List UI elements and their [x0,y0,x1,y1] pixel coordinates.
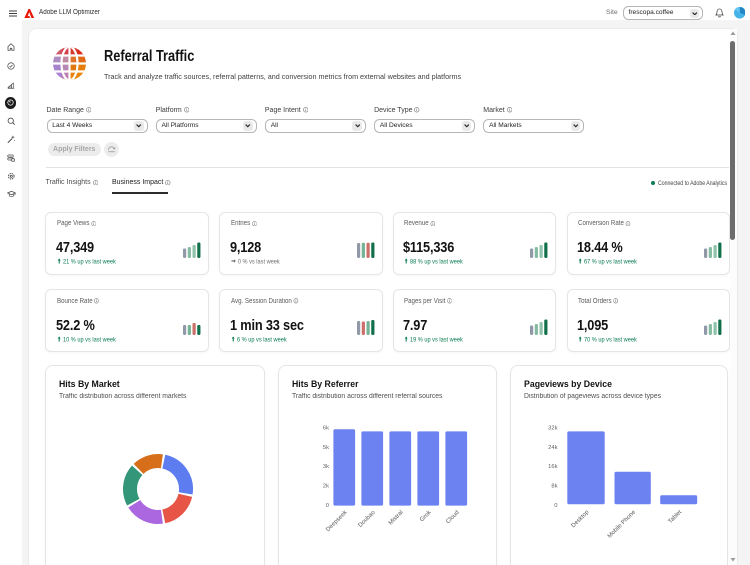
svg-text:6k: 6k [323,425,329,431]
svg-text:Tablet: Tablet [667,509,683,525]
svg-text:Grok: Grok [419,509,433,523]
svg-text:16k: 16k [548,464,557,470]
svg-text:Doubao: Doubao [357,509,377,529]
svg-text:24k: 24k [548,445,557,451]
svg-text:Cloud: Cloud [445,510,460,525]
svg-text:Deepseek: Deepseek [325,509,349,533]
svg-text:8k: 8k [551,484,557,490]
svg-text:Mistral: Mistral [388,510,405,527]
svg-text:0: 0 [326,503,329,509]
svg-text:0: 0 [554,503,557,509]
svg-text:32k: 32k [548,425,557,431]
svg-text:5k: 5k [323,445,329,451]
svg-text:Desktop: Desktop [570,509,590,529]
svg-text:Mobile Phone: Mobile Phone [607,509,638,540]
svg-text:3k: 3k [323,464,329,470]
svg-text:2k: 2k [323,484,329,490]
